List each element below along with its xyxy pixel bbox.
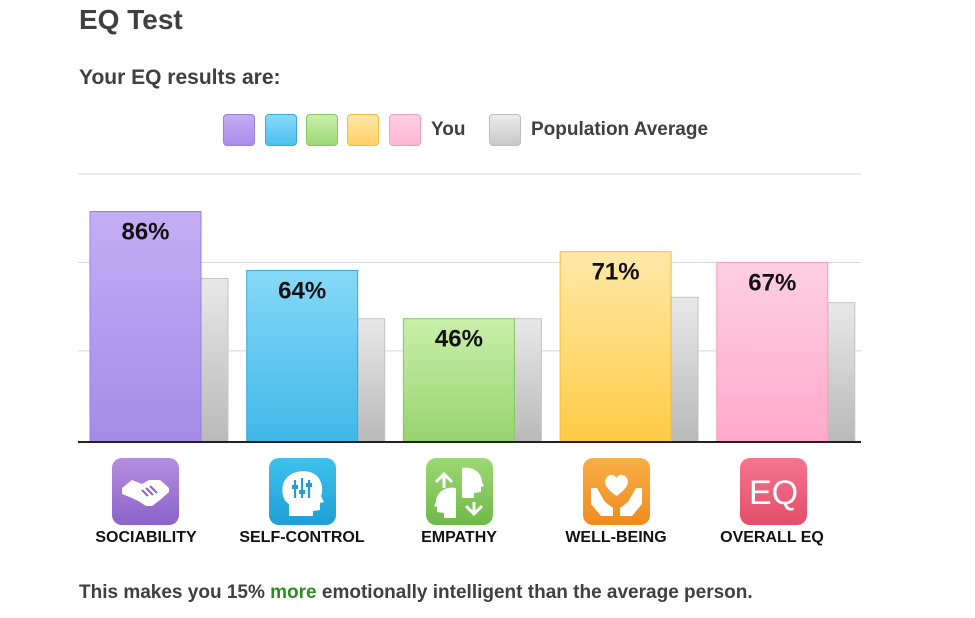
result-summary: This makes you 15% more emotionally inte… <box>79 582 753 604</box>
average-bar-self-control <box>357 318 386 443</box>
eq-bar-chart: 86% 64% 46% 71% 67% <box>78 173 861 443</box>
legend-swatch-sociability <box>223 114 255 146</box>
well-being-icon <box>583 458 650 525</box>
page-title: EQ Test <box>79 4 183 35</box>
you-bar-empathy <box>402 318 515 443</box>
category-label-empathy: EMPATHY <box>421 529 497 546</box>
chart-legend: You Population Average <box>0 114 975 148</box>
overall-eq-icon: EQ <box>740 458 807 525</box>
legend-swatch-overall <box>389 114 421 146</box>
legend-swatch-empathy <box>306 114 338 146</box>
summary-highlight: more <box>270 582 317 603</box>
you-bar-overall-eq <box>716 261 829 443</box>
average-bar-overall-eq <box>827 302 856 443</box>
bar-value-label-empathy: 46% <box>435 326 483 353</box>
average-bar-empathy <box>513 318 542 443</box>
summary-suffix: emotionally intelligent than the average… <box>316 582 753 603</box>
results-subtitle: Your EQ results are: <box>79 66 281 89</box>
summary-prefix: This makes you 15% <box>79 582 271 603</box>
eq-icon-text: EQ <box>749 474 798 512</box>
empathy-icon <box>426 458 493 525</box>
you-bar-sociability <box>89 211 202 443</box>
legend-swatch-average <box>489 114 521 146</box>
legend-label-you: You <box>431 119 466 140</box>
category-label-well-being: WELL-BEING <box>565 529 667 546</box>
self-control-icon <box>269 458 336 525</box>
bar-value-label-self-control: 64% <box>278 277 326 304</box>
you-bar-well-being <box>559 251 672 443</box>
average-bar-sociability <box>200 278 229 443</box>
legend-swatch-well-being <box>347 114 379 146</box>
bar-value-label-well-being: 71% <box>592 259 640 286</box>
category-label-sociability: SOCIABILITY <box>95 529 197 546</box>
legend-label-average: Population Average <box>531 119 709 140</box>
average-bar-well-being <box>670 296 699 443</box>
chart-bars: 86% 64% 46% 71% 67% <box>89 211 856 443</box>
category-label-self-control: SELF-CONTROL <box>239 529 365 546</box>
bar-value-label-sociability: 86% <box>121 219 169 246</box>
legend-swatch-self-control <box>265 114 297 146</box>
bar-value-label-overall-eq: 67% <box>748 269 796 296</box>
you-bar-self-control <box>246 269 359 443</box>
category-label-overall-eq: OVERALL EQ <box>720 529 824 546</box>
sociability-icon <box>112 458 179 525</box>
